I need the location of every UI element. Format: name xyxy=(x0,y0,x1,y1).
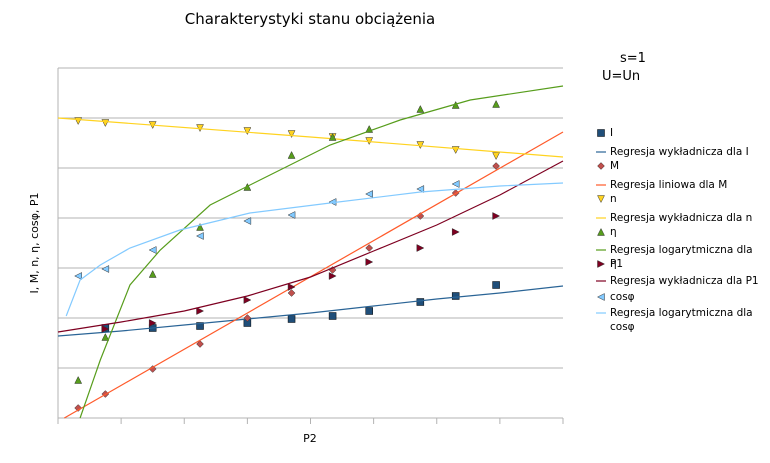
legend-label: Regresja wykładnicza dla I xyxy=(610,146,749,158)
data-point xyxy=(243,296,252,304)
data-point xyxy=(416,244,425,252)
data-point xyxy=(328,312,337,320)
data-point xyxy=(451,228,460,236)
legend-label: P1 xyxy=(610,258,624,270)
chart-title: Charakterystyki stanu obciążenia xyxy=(185,10,436,28)
data-point xyxy=(101,325,110,333)
y-axis-label: I, M, n, η, cosφ, P1 xyxy=(28,192,41,293)
legend-label: Regresja logarytmiczna dla η xyxy=(610,244,753,270)
data-point xyxy=(287,289,296,297)
data-point xyxy=(451,180,460,188)
data-point xyxy=(451,146,460,155)
data-point xyxy=(492,212,501,220)
legend-label: Regresja wykładnicza dla n xyxy=(610,212,753,224)
data-point xyxy=(148,269,157,278)
data-point xyxy=(492,152,500,161)
data-point xyxy=(416,185,425,193)
data-point xyxy=(328,132,337,141)
data-point xyxy=(196,340,204,348)
legend-label: Regresja wykładnicza dla P1 xyxy=(610,275,759,287)
annotation: U=Un xyxy=(602,69,640,84)
data-point xyxy=(243,127,252,136)
data-point xyxy=(416,104,425,113)
data-point xyxy=(287,283,296,291)
legend-label: cosφ xyxy=(610,291,635,303)
data-point xyxy=(492,99,500,108)
data-point xyxy=(74,272,82,280)
legend-label: Regresja liniowa dla M xyxy=(610,179,728,191)
data-point xyxy=(74,375,83,384)
data-point xyxy=(287,130,296,139)
data-point xyxy=(365,307,373,315)
trend-line xyxy=(57,117,564,158)
data-point xyxy=(416,298,425,306)
data-point xyxy=(365,258,374,266)
legend-marker xyxy=(597,260,606,268)
data-point xyxy=(101,265,110,273)
legend-marker xyxy=(596,293,605,301)
legend-marker xyxy=(597,227,605,236)
data-point xyxy=(492,162,500,170)
data-point xyxy=(243,217,252,225)
trend-line xyxy=(57,285,564,337)
data-point xyxy=(148,246,157,254)
legend-marker xyxy=(597,195,605,204)
data-point xyxy=(74,117,83,126)
legend-label: Regresja logarytmiczna dla cosφ xyxy=(610,307,753,333)
legend-label: M xyxy=(610,160,620,172)
data-point xyxy=(287,150,296,159)
legend-marker xyxy=(597,162,605,170)
data-point xyxy=(287,315,296,323)
data-point xyxy=(492,281,500,289)
data-point xyxy=(243,314,252,322)
trend-line xyxy=(64,131,564,419)
data-point xyxy=(365,244,374,252)
x-axis-label: P2 xyxy=(303,432,317,445)
legend-label: n xyxy=(610,193,617,205)
data-point xyxy=(195,232,204,240)
data-point xyxy=(196,322,204,330)
data-point xyxy=(148,365,157,373)
trend-line xyxy=(65,182,564,317)
data-point xyxy=(101,119,110,128)
legend-label: η xyxy=(610,226,617,238)
data-point xyxy=(101,332,110,341)
data-point xyxy=(148,319,157,327)
data-point xyxy=(196,307,205,315)
data-point xyxy=(328,272,337,280)
legend-marker xyxy=(597,129,605,137)
data-point xyxy=(287,211,296,219)
data-point xyxy=(451,292,460,300)
data-point xyxy=(365,190,373,198)
data-point xyxy=(196,222,204,231)
trend-line xyxy=(57,160,564,333)
data-point xyxy=(74,404,83,412)
legend-label: I xyxy=(610,127,614,139)
annotation: s=1 xyxy=(620,51,646,66)
